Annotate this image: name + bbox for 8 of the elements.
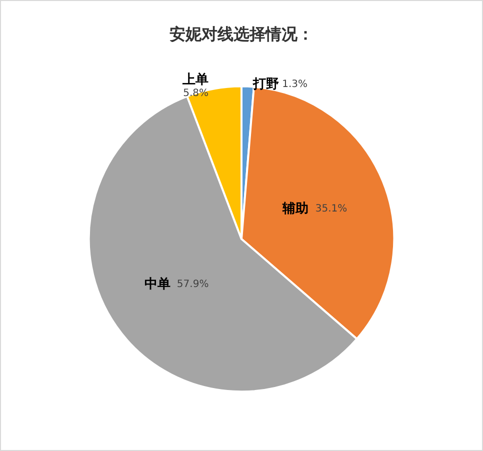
data-label: 1.3% [282,78,308,90]
slice-label: 辅助 [282,201,309,216]
slice-label: 中单 [144,276,170,292]
chart-title: 安妮对线选择情况： [170,24,314,44]
slice-label: 上单 [182,71,208,88]
slice-label: 打野 [252,76,279,92]
data-label: 35.1% [315,203,348,214]
data-label: 57.9% [176,278,209,290]
